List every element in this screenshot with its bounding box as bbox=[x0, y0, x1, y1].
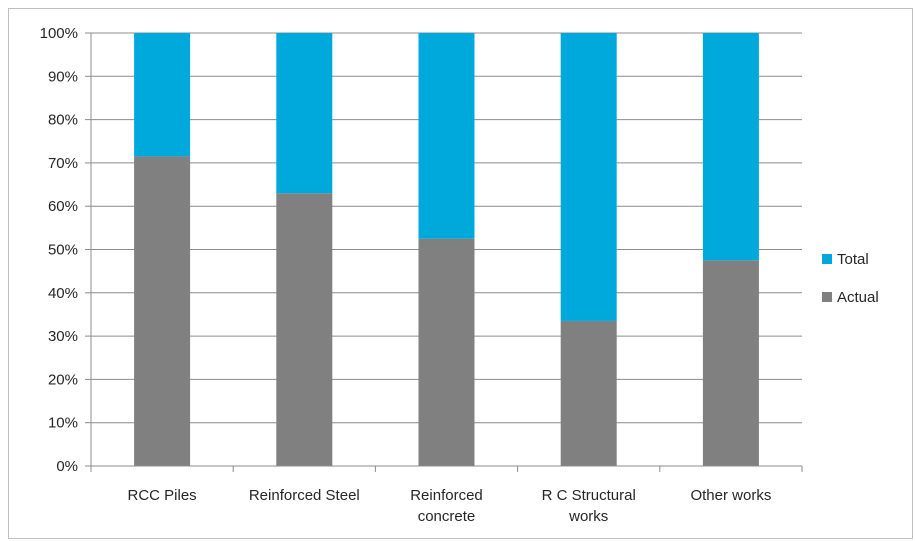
axes bbox=[85, 32, 803, 472]
y-tick-label: 80% bbox=[48, 112, 78, 129]
x-tick-label: Other works bbox=[690, 487, 771, 504]
bar-total-0 bbox=[134, 33, 191, 157]
bar-total-1 bbox=[276, 33, 333, 194]
bar-total-3 bbox=[560, 33, 617, 321]
y-tick-label: 60% bbox=[48, 198, 78, 215]
x-tick-label: concrete bbox=[418, 508, 476, 525]
x-tick-label: Reinforced bbox=[410, 487, 483, 504]
y-tick-labels: 0% 10% 20% 30% 40% 50% 60% 70% 80% 90% 100% bbox=[40, 25, 78, 475]
bar-actual-4 bbox=[702, 260, 759, 466]
legend: Total Actual bbox=[822, 251, 879, 306]
y-tick-label: 50% bbox=[48, 242, 78, 259]
bar-actual-2 bbox=[418, 238, 475, 466]
y-tick-label: 70% bbox=[48, 155, 78, 172]
y-tick-label: 90% bbox=[48, 68, 78, 85]
y-tick-label: 0% bbox=[56, 458, 78, 475]
legend-label-actual: Actual bbox=[837, 289, 879, 306]
x-tick-label: Reinforced Steel bbox=[249, 487, 360, 504]
bar-actual-3 bbox=[560, 320, 617, 466]
chart-frame bbox=[8, 8, 913, 539]
y-tick-label: 100% bbox=[40, 25, 78, 42]
x-tick-label: R C Structural bbox=[542, 487, 636, 504]
legend-swatch-actual bbox=[822, 292, 832, 302]
x-tick-labels: RCC Piles Reinforced Steel Reinforced concr… bbox=[128, 487, 772, 525]
y-tick-label: 30% bbox=[48, 328, 78, 345]
bar-actual-0 bbox=[134, 156, 191, 466]
y-tick-label: 20% bbox=[48, 371, 78, 388]
bars bbox=[134, 33, 759, 466]
y-tick-label: 40% bbox=[48, 285, 78, 302]
bar-total-4 bbox=[702, 33, 759, 261]
bar-total-2 bbox=[418, 33, 475, 239]
legend-swatch-total bbox=[822, 254, 832, 264]
y-tick-label: 10% bbox=[48, 415, 78, 432]
x-tick-label: RCC Piles bbox=[128, 487, 197, 504]
x-tick-label: works bbox=[568, 508, 608, 525]
bar-actual-1 bbox=[276, 193, 333, 466]
legend-label-total: Total bbox=[837, 251, 869, 268]
